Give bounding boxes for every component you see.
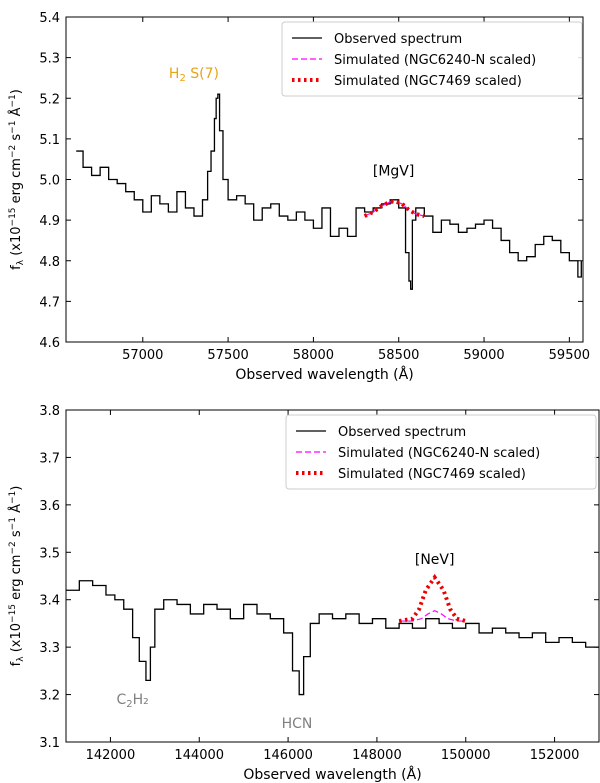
y-tick-label: 3.2 xyxy=(39,689,60,704)
y-tick-label: 4.8 xyxy=(39,255,60,270)
x-tick-label: 144000 xyxy=(174,748,224,763)
annotation-label-0: H2 S(7) xyxy=(169,66,219,84)
x-tick-label: 57500 xyxy=(207,348,248,363)
y-tick-label: 3.4 xyxy=(39,594,60,609)
plot-frame xyxy=(65,409,600,743)
x-tick-label: 57000 xyxy=(122,348,163,363)
legend-label-2: Simulated (NGC7469 scaled) xyxy=(338,467,526,482)
y-tick-label: 5.0 xyxy=(39,174,60,189)
x-tick-label: 59000 xyxy=(463,348,504,363)
top-spectrum-panel: 57000 57500 58000 58500 59000 59500 4.6 4.7 4.8 4… xyxy=(8,11,590,383)
x-axis-label: Observed wavelength (Å) xyxy=(243,766,421,783)
x-tick-label: 142000 xyxy=(86,748,136,763)
x-tick-label: 59500 xyxy=(549,348,590,363)
y-tick-label: 4.9 xyxy=(39,214,60,229)
series-line-0 xyxy=(66,580,599,696)
y-tick-label: 4.6 xyxy=(39,336,60,351)
legend-label-0: Observed spectrum xyxy=(334,32,462,47)
legend-box xyxy=(285,414,597,490)
x-axis-label: Observed wavelength (Å) xyxy=(235,366,413,383)
y-axis-label: fλ (x10−15 erg cm−2 s−1 Å−1) xyxy=(8,486,26,667)
legend-label-0: Observed spectrum xyxy=(338,425,466,440)
y-tick-label: 3.1 xyxy=(39,736,60,751)
annotation-label-1: C2H₂ xyxy=(116,692,148,710)
y-tick-label: 5.3 xyxy=(39,52,60,67)
series-line-1 xyxy=(399,609,466,622)
y-tick-label: 4.7 xyxy=(39,295,60,310)
x-tick-label: 58500 xyxy=(378,348,419,363)
y-tick-label: 3.5 xyxy=(39,546,60,561)
bottom-spectrum-panel: 142000 144000 146000 148000 150000 152000 3.1 3… xyxy=(8,404,600,783)
series-line-2 xyxy=(398,573,467,624)
annotation-label-2: HCN xyxy=(282,716,313,732)
series-line-0 xyxy=(76,93,582,290)
x-tick-label: 146000 xyxy=(263,748,313,763)
legend-label-1: Simulated (NGC6240-N scaled) xyxy=(334,53,536,68)
y-tick-label: 3.6 xyxy=(39,499,60,514)
annotation-label-1: [MgV] xyxy=(373,163,414,179)
series-line-2 xyxy=(363,199,425,219)
x-tick-label: 152000 xyxy=(530,748,580,763)
y-tick-label: 3.3 xyxy=(39,641,60,656)
y-axis-label: fλ (x10−15 erg cm−2 s−1 Å−1) xyxy=(8,89,26,270)
x-tick-label: 58000 xyxy=(293,348,334,363)
x-tick-label: 150000 xyxy=(441,748,491,763)
y-tick-label: 5.1 xyxy=(39,133,60,148)
y-tick-label: 5.2 xyxy=(39,92,60,107)
x-tick-label: 148000 xyxy=(352,748,402,763)
y-tick-label: 3.8 xyxy=(39,404,60,419)
legend-label-1: Simulated (NGC6240-N scaled) xyxy=(338,446,540,461)
legend-label-2: Simulated (NGC7469 scaled) xyxy=(334,74,522,89)
legend-box xyxy=(281,21,583,97)
y-tick-label: 5.4 xyxy=(39,11,60,26)
annotation-label-0: [NeV] xyxy=(415,552,455,568)
y-tick-label: 3.7 xyxy=(39,451,60,466)
